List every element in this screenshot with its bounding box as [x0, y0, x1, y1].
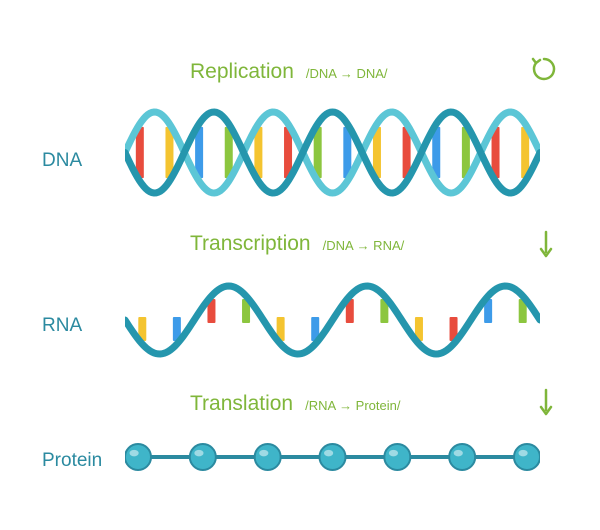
cycle-icon	[530, 55, 558, 88]
replication-label: Replication /DNA → DNA/	[190, 60, 388, 84]
transcription-sub: /DNA → RNA/	[323, 238, 405, 253]
translation-label: Translation /RNA → Protein/	[190, 392, 400, 416]
translation-title: Translation	[190, 392, 293, 416]
rna-wave-diagram	[125, 275, 540, 365]
translation-sub: /RNA → Protein/	[305, 398, 400, 413]
protein-label: Protein	[42, 450, 102, 472]
protein-chain-diagram	[125, 440, 540, 474]
dna-helix-diagram	[125, 105, 540, 200]
rna-label: RNA	[42, 315, 82, 337]
down-arrow-icon	[538, 388, 554, 423]
transcription-label: Transcription /DNA → RNA/	[190, 232, 404, 256]
down-arrow-icon	[538, 230, 554, 265]
transcription-title: Transcription	[190, 232, 311, 256]
dna-label: DNA	[42, 150, 82, 172]
replication-sub: /DNA → DNA/	[306, 66, 388, 81]
replication-title: Replication	[190, 60, 294, 84]
